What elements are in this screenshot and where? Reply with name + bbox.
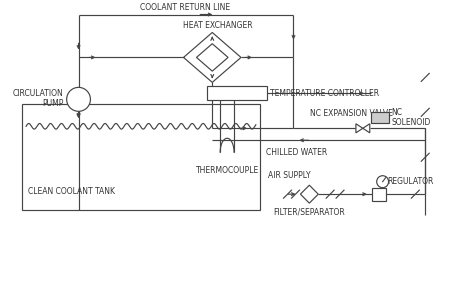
Text: TEMPERATURE CONTROLLER: TEMPERATURE CONTROLLER xyxy=(270,89,379,98)
Text: HEAT EXCHANGER: HEAT EXCHANGER xyxy=(183,21,252,30)
Polygon shape xyxy=(363,124,370,133)
Text: AIR SUPPLY: AIR SUPPLY xyxy=(268,171,311,180)
Bar xyxy=(371,112,389,123)
Text: REGULATOR: REGULATOR xyxy=(387,177,434,186)
Text: CHILLED WATER: CHILLED WATER xyxy=(266,148,327,157)
Circle shape xyxy=(67,87,90,111)
Text: FILTER/SEPARATOR: FILTER/SEPARATOR xyxy=(274,207,345,216)
Bar xyxy=(372,188,386,201)
Text: THERMOCOUPLE: THERMOCOUPLE xyxy=(195,166,259,175)
Text: NC
SOLENOID: NC SOLENOID xyxy=(392,108,431,127)
Text: NC EXPANSION VALVE: NC EXPANSION VALVE xyxy=(310,109,392,118)
Polygon shape xyxy=(356,124,363,133)
Text: COOLANT RETURN LINE: COOLANT RETURN LINE xyxy=(140,3,230,12)
Bar xyxy=(207,86,267,100)
Text: CLEAN COOLANT TANK: CLEAN COOLANT TANK xyxy=(28,187,115,196)
Text: CIRCULATION
PUMP: CIRCULATION PUMP xyxy=(13,89,64,108)
Bar xyxy=(22,104,260,210)
